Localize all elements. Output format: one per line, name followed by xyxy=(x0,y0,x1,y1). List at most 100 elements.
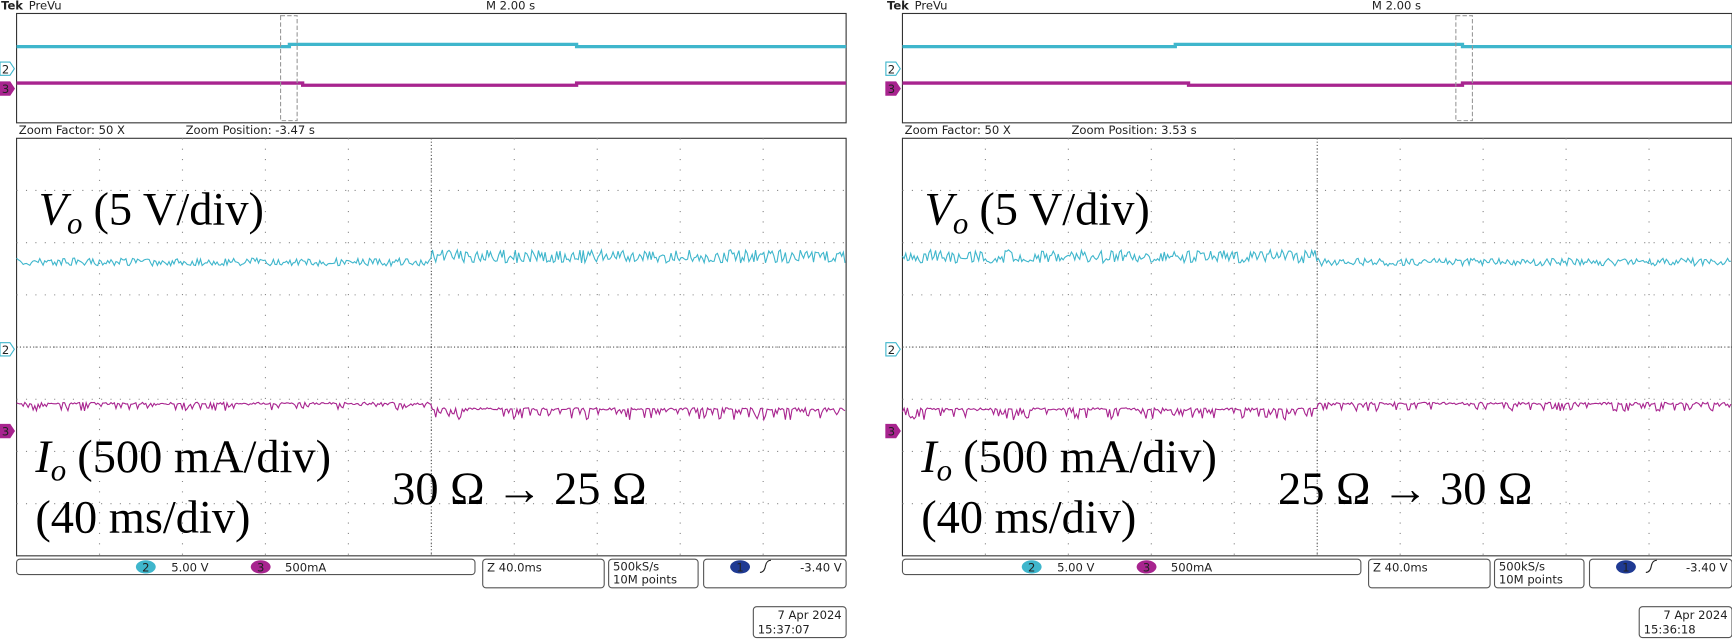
symbol: V xyxy=(925,184,958,235)
timebase: M 2.00 s xyxy=(1372,0,1421,12)
zoom-bracket xyxy=(280,15,298,122)
scale: (5 V/div) xyxy=(93,184,263,235)
channel-marker-label: 3 xyxy=(888,425,895,439)
zoom-factor: Zoom Factor: 50 X xyxy=(905,123,1011,137)
io-label: Io (500 mA/div) xyxy=(920,432,1217,488)
brand: Tek xyxy=(1,0,23,12)
trigger-slope xyxy=(1645,559,1657,573)
brand: Tek xyxy=(887,0,909,12)
ch3-trace xyxy=(16,400,846,422)
channel-marker xyxy=(885,423,901,439)
time-scale: (40 ms/div) xyxy=(35,493,250,544)
badge xyxy=(250,560,271,574)
channel-box xyxy=(16,558,476,576)
channel-marker xyxy=(885,81,901,96)
time: 15:36:18 xyxy=(1644,622,1696,636)
zoom-box xyxy=(1368,558,1491,589)
zoom-factor: Zoom Factor: 50 X xyxy=(19,123,125,137)
symbol: V xyxy=(39,184,72,235)
zoom-scale: Z 40.0ms xyxy=(1373,560,1428,574)
ch3-scale: 500mA xyxy=(285,560,326,574)
ch2-scale: 5.00 V xyxy=(171,560,208,574)
channel-marker xyxy=(885,342,901,357)
ch2-trace xyxy=(16,247,846,268)
zoom-bracket xyxy=(1455,15,1473,122)
scale: (500 mA/div) xyxy=(77,432,331,483)
overview-frame xyxy=(901,12,1732,124)
symbol: I xyxy=(920,432,939,483)
sample-rate: 500kS/s xyxy=(1499,559,1545,573)
acq-box xyxy=(608,558,699,589)
trigger-level: -3.40 V xyxy=(1686,560,1728,574)
channel-marker xyxy=(0,61,16,76)
channel-marker-label: 3 xyxy=(888,82,895,96)
channel-marker-label: 2 xyxy=(2,62,9,76)
overview-ch3 xyxy=(902,81,1732,87)
scope-panel: Tek PreVu M 2.00 s 2 3 2 3 Zoom Factor: 50 X Zoo… xyxy=(885,0,1732,639)
ch2-scale: 5.00 V xyxy=(1057,560,1094,574)
subscript: o xyxy=(67,205,82,240)
channel-marker xyxy=(0,81,16,96)
subscript: o xyxy=(953,205,968,240)
overview-frame xyxy=(16,12,847,124)
channel-marker-label: 3 xyxy=(2,82,9,96)
channel-marker xyxy=(0,342,16,357)
badge-label: 1 xyxy=(736,560,743,574)
zoom-scale: Z 40.0ms xyxy=(487,560,542,574)
zoom-box xyxy=(482,558,605,589)
zoom-position: Zoom Position: 3.53 s xyxy=(1071,123,1196,137)
badge-label: 2 xyxy=(1028,560,1035,574)
scale: (500 mA/div) xyxy=(963,432,1217,483)
zoom-position: Zoom Position: -3.47 s xyxy=(186,123,315,137)
overview-ch2 xyxy=(16,42,847,49)
channel-marker xyxy=(0,423,16,439)
vo-label: Vo (5 V/div) xyxy=(925,184,1150,240)
mode: PreVu xyxy=(915,0,948,12)
date: 7 Apr 2024 xyxy=(777,608,841,622)
badge-label: 3 xyxy=(1143,560,1150,574)
badge xyxy=(135,560,156,574)
channel-marker-label: 3 xyxy=(2,425,9,439)
transition: 25 Ω → 30 Ω xyxy=(1278,464,1532,515)
badge xyxy=(1616,560,1636,574)
subscript: o xyxy=(937,453,952,488)
subscript: o xyxy=(51,453,66,488)
date: 7 Apr 2024 xyxy=(1663,608,1727,622)
record-length: 10M points xyxy=(1499,573,1563,587)
record-length: 10M points xyxy=(613,573,677,587)
datetime-box xyxy=(1638,606,1732,639)
acq-box xyxy=(1493,558,1585,589)
badge-label: 3 xyxy=(257,560,264,574)
io-label: Io (500 mA/div) xyxy=(34,432,331,488)
datetime-box xyxy=(752,606,847,639)
channel-marker-label: 2 xyxy=(888,62,895,76)
vo-label: Vo (5 V/div) xyxy=(39,184,264,240)
timebase: M 2.00 s xyxy=(486,0,535,12)
time-scale: (40 ms/div) xyxy=(921,493,1136,544)
channel-box xyxy=(901,558,1362,576)
sample-rate: 500kS/s xyxy=(613,559,659,573)
badge xyxy=(730,560,751,574)
ch3-trace xyxy=(901,400,1732,422)
channel-marker-label: 2 xyxy=(888,343,895,357)
badge xyxy=(1136,560,1157,574)
channel-marker-label: 2 xyxy=(2,343,9,357)
badge-label: 2 xyxy=(142,560,149,574)
scale: (5 V/div) xyxy=(979,184,1149,235)
transition: 30 Ω → 25 Ω xyxy=(392,464,646,515)
overview-ch3 xyxy=(16,81,847,87)
scope-panel: Tek PreVu M 2.00 s 2 3 2 3 Zoom Factor: 50 X Zoo… xyxy=(0,0,847,639)
badge-label: 1 xyxy=(1622,560,1629,574)
mode: PreVu xyxy=(29,0,62,12)
trigger-level: -3.40 V xyxy=(800,560,842,574)
ch3-scale: 500mA xyxy=(1171,560,1212,574)
overview-ch2 xyxy=(902,42,1732,49)
symbol: I xyxy=(34,432,53,483)
ch2-trace xyxy=(902,248,1731,268)
badge xyxy=(1021,560,1042,574)
trigger-slope xyxy=(759,559,772,573)
channel-marker xyxy=(885,61,901,76)
time: 15:37:07 xyxy=(758,622,810,636)
